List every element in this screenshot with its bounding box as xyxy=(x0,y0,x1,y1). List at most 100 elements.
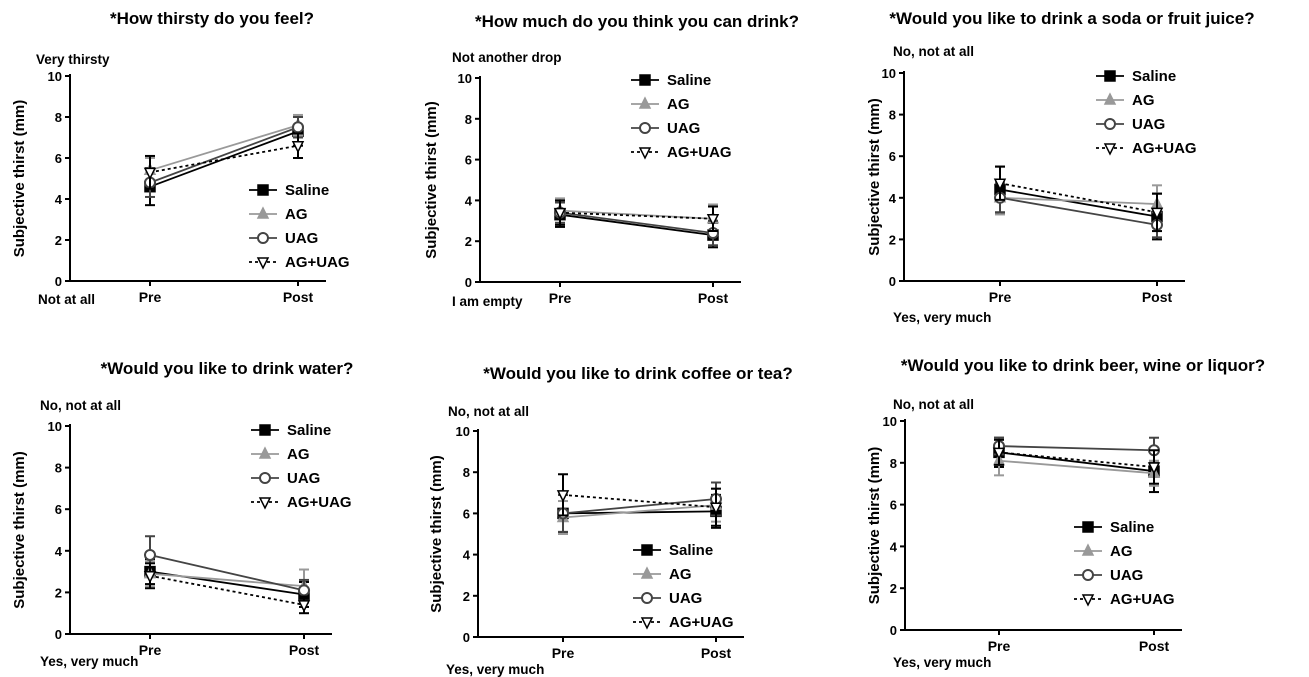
legend: Saline AG UAG AG+UAG xyxy=(1096,68,1197,157)
legend-marker xyxy=(639,74,651,86)
data-point xyxy=(144,548,156,561)
legend-marker xyxy=(257,232,269,244)
x-tick-label: Post xyxy=(698,290,729,306)
y-tick-label: 4 xyxy=(889,191,897,206)
series-ag-plus-uag xyxy=(993,165,1164,233)
chart-title: *How much do you think you can drink? xyxy=(475,12,799,31)
series-uag xyxy=(144,116,304,198)
data-point xyxy=(143,167,157,181)
y-tick-label: 8 xyxy=(889,108,896,123)
y-tick-label: 0 xyxy=(463,630,470,645)
data-point xyxy=(706,214,720,227)
y-tick-label: 6 xyxy=(889,149,896,164)
legend-entry-ag-plus-uag: AG+UAG xyxy=(667,144,732,161)
series-line xyxy=(149,130,299,188)
chart-title: *Would you like to drink water? xyxy=(101,359,354,378)
series-ag-plus-uag xyxy=(553,199,720,232)
x-tick-label: Pre xyxy=(139,289,162,305)
y-tick-label: 4 xyxy=(465,193,473,208)
legend-marker xyxy=(1104,70,1116,82)
legend-entry-uag: UAG xyxy=(287,470,320,487)
legend-marker xyxy=(1104,118,1116,130)
legend-marker xyxy=(256,257,270,270)
legend-marker xyxy=(257,184,269,196)
top-anchor-label: No, not at all xyxy=(893,397,974,412)
legend: Saline AG UAG AG+UAG xyxy=(1074,519,1175,608)
top-anchor-label: Not another drop xyxy=(452,50,562,65)
data-point xyxy=(709,502,723,515)
y-tick-label: 0 xyxy=(465,275,472,290)
y-tick-label: 4 xyxy=(55,544,63,559)
series-ag-plus-uag xyxy=(992,438,1161,485)
bottom-anchor-label: Yes, very much xyxy=(893,655,991,670)
x-tick-label: Post xyxy=(283,289,314,305)
y-tick-label: 6 xyxy=(55,151,62,166)
x-tick-label: Pre xyxy=(988,638,1011,654)
legend-entry-uag: UAG xyxy=(1110,567,1143,584)
legend: Saline AG UAG AG+UAG xyxy=(251,422,352,511)
series-line xyxy=(999,188,1158,218)
y-axis-label: Subjective thirst (mm) xyxy=(866,447,883,605)
y-tick-label: 10 xyxy=(48,69,62,84)
legend-marker xyxy=(258,446,272,459)
legend-marker xyxy=(259,424,271,436)
top-anchor-label: Very thirsty xyxy=(36,52,110,67)
x-tick-label: Pre xyxy=(552,645,575,661)
y-tick-label: 6 xyxy=(465,153,472,168)
series-line xyxy=(149,124,299,172)
legend-entry-saline: Saline xyxy=(287,422,331,439)
legend-marker xyxy=(258,497,272,510)
y-tick-label: 8 xyxy=(465,112,472,127)
data-point xyxy=(1147,462,1161,475)
legend-marker xyxy=(638,147,652,160)
y-axis-label: Subjective thirst (mm) xyxy=(428,455,445,613)
legend-marker xyxy=(259,472,271,484)
series-line xyxy=(149,126,299,184)
y-tick-label: 10 xyxy=(456,424,470,439)
bottom-anchor-label: Yes, very much xyxy=(40,654,138,669)
y-tick-label: 0 xyxy=(890,623,897,638)
series-line xyxy=(149,144,299,174)
data-point xyxy=(993,178,1007,191)
y-axis-label: Subjective thirst (mm) xyxy=(11,100,28,258)
x-tick-label: Pre xyxy=(549,290,572,306)
series-line xyxy=(559,213,714,236)
series-ag-plus-uag xyxy=(556,473,723,527)
legend-entry-uag: UAG xyxy=(669,590,702,607)
x-tick-label: Pre xyxy=(989,289,1012,305)
legend-entry-uag: UAG xyxy=(667,120,700,137)
legend-marker xyxy=(639,122,651,134)
chart-panel-1: *How thirsty do you feel? Subjective thir… xyxy=(11,9,350,307)
y-axis-label: Subjective thirst (mm) xyxy=(866,98,883,256)
legend-marker xyxy=(640,617,654,630)
data-point xyxy=(298,584,310,597)
y-tick-label: 10 xyxy=(883,414,897,429)
y-tick-label: 8 xyxy=(890,456,897,471)
chart-panel-2: *How much do you think you can drink? Sub… xyxy=(423,12,799,309)
legend-entry-saline: Saline xyxy=(667,72,711,89)
series-line xyxy=(999,196,1158,226)
chart-panel-5: *Would you like to drink coffee or tea? S… xyxy=(428,364,793,677)
series-uag xyxy=(994,182,1163,239)
top-anchor-label: No, not at all xyxy=(448,404,529,419)
data-point xyxy=(297,600,311,613)
series-line xyxy=(562,504,717,519)
y-tick-label: 4 xyxy=(463,548,471,563)
y-tick-label: 8 xyxy=(55,461,62,476)
series-line xyxy=(559,211,714,234)
legend-marker xyxy=(1082,521,1094,533)
legend-entry-saline: Saline xyxy=(1132,68,1176,85)
y-tick-label: 8 xyxy=(55,110,62,125)
data-point xyxy=(556,490,570,503)
bottom-anchor-label: Yes, very much xyxy=(893,310,991,325)
y-tick-label: 0 xyxy=(55,274,62,289)
data-point xyxy=(292,121,304,134)
series-uag xyxy=(993,436,1160,464)
x-tick-label: Post xyxy=(1139,638,1170,654)
legend-marker xyxy=(256,206,270,219)
y-tick-label: 6 xyxy=(55,502,62,517)
bottom-anchor-label: Yes, very much xyxy=(446,662,544,677)
series-line xyxy=(998,451,1155,468)
series-line xyxy=(999,182,1158,214)
